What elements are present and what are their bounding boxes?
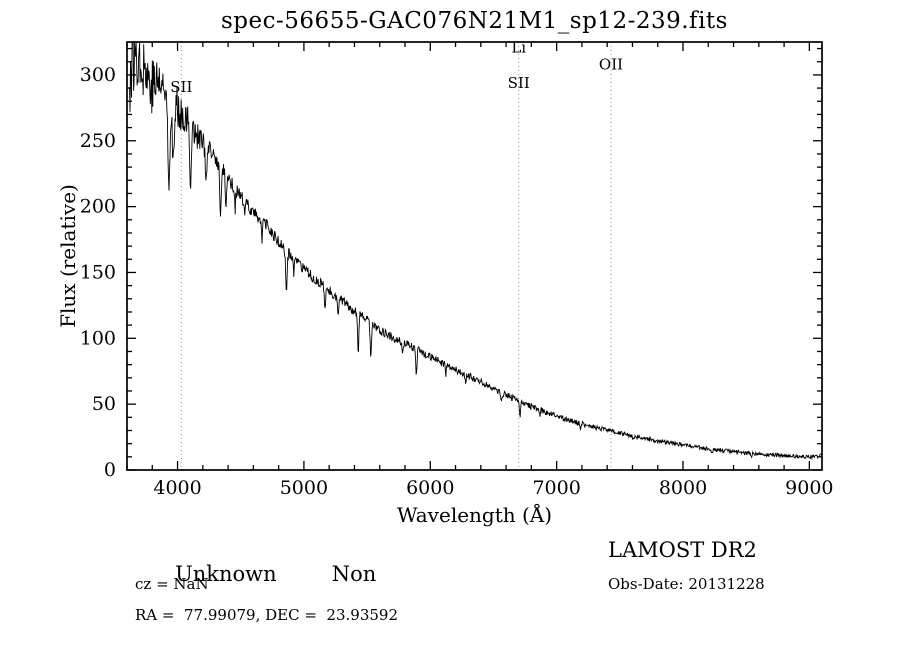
x-tick-label: 6000 [406,477,454,499]
survey-label: LAMOST DR2 [608,538,757,562]
line-marker-label: OII [599,56,623,74]
x-tick-label: 9000 [785,477,833,499]
x-tick-label: 8000 [659,477,707,499]
cz-value: cz = NaN [135,575,209,593]
coordinates: RA = 77.99079, DEC = 23.93592 [135,606,399,624]
x-tick-label: 5000 [280,477,328,499]
spectrum-line [129,41,823,461]
y-tick-label: 250 [80,130,116,152]
y-tick-label: 0 [104,459,116,481]
obs-date: Obs-Date: 20131228 [608,575,765,593]
y-tick-label: 100 [80,327,116,349]
x-tick-label: 7000 [532,477,580,499]
y-tick-label: 150 [80,261,116,283]
y-tick-label: 300 [80,64,116,86]
line-marker-label: SII [170,78,192,96]
x-axis-label: Wavelength (Å) [396,503,553,527]
class-label: Unknown [175,562,277,586]
subclass-label: Non [331,562,377,586]
plot-title: spec-56655-GAC076N21M1_sp12-239.fits [221,8,728,34]
plot-frame [126,41,823,471]
y-tick-label: 50 [92,393,116,415]
y-tick-label: 200 [80,196,116,218]
spectrum-chart: SII Li SII OII 4000 5000 6000 7000 8000 9000 0 50 10… [80,39,834,499]
x-tick-label: 4000 [153,477,201,499]
line-marker-label: SII [508,74,530,92]
line-marker-label: Li [511,39,526,57]
